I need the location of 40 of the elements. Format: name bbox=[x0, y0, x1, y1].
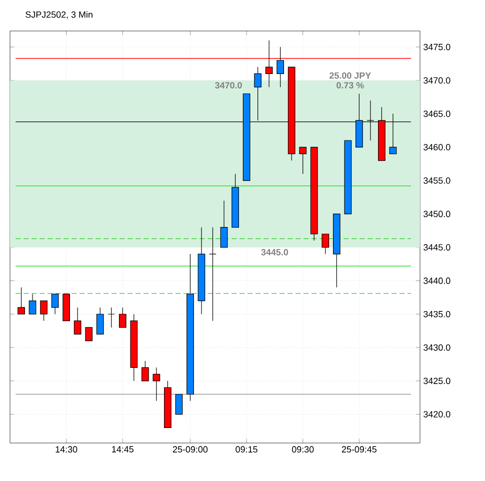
y-tick-label: 3425.0 bbox=[424, 378, 450, 384]
candlestick bbox=[74, 307, 82, 334]
x-tick-label: 09:30 bbox=[292, 446, 314, 453]
candlestick bbox=[18, 287, 25, 314]
candlestick bbox=[276, 46, 284, 88]
annotation: 25.00 JPY bbox=[330, 72, 371, 79]
y-tick-label: 3455.0 bbox=[424, 177, 450, 184]
y-tick-label: 3450.0 bbox=[424, 210, 450, 218]
x-tick-label: 14:45 bbox=[112, 446, 134, 452]
x-tick-label: 14:30 bbox=[56, 446, 78, 453]
x-tick-label: 25-09:45 bbox=[342, 446, 376, 453]
candlestick bbox=[40, 300, 48, 322]
candlestick bbox=[28, 294, 36, 314]
candlestick bbox=[141, 360, 149, 382]
candlestick bbox=[96, 307, 104, 334]
x-tick-label: 09:15 bbox=[236, 446, 258, 453]
candlestick bbox=[85, 327, 93, 342]
y-tick-label: 3430.0 bbox=[424, 344, 450, 351]
candlestick bbox=[175, 394, 183, 415]
candlestick bbox=[220, 200, 228, 248]
y-tick-label: 3445.0 bbox=[424, 244, 450, 251]
y-tick-label: 3460.0 bbox=[424, 144, 450, 150]
candlestick bbox=[108, 307, 116, 328]
y-tick-label: 3475.0 bbox=[424, 44, 450, 50]
y-tick-label: 3470.0 bbox=[424, 77, 450, 84]
candlestick bbox=[299, 146, 307, 174]
candlestick bbox=[209, 227, 216, 322]
y-tick-label: 3420.0 bbox=[424, 411, 450, 418]
y-tick-label: 3435.0 bbox=[424, 310, 450, 318]
chart-title: SJPJ2502, 3 Min bbox=[26, 11, 92, 19]
candlestick bbox=[51, 294, 59, 314]
y-tick-label: 3440.0 bbox=[424, 278, 450, 284]
annotation: 3445.0 bbox=[261, 249, 288, 256]
annotation: 0.73 % bbox=[336, 82, 364, 88]
annotation: 3470.0 bbox=[215, 82, 242, 88]
candlestick bbox=[118, 307, 126, 328]
candlestick bbox=[152, 367, 160, 402]
y-tick-label: 3465.0 bbox=[424, 110, 450, 117]
candlestick bbox=[322, 234, 330, 254]
x-tick-label: 25-09:00 bbox=[172, 446, 208, 453]
